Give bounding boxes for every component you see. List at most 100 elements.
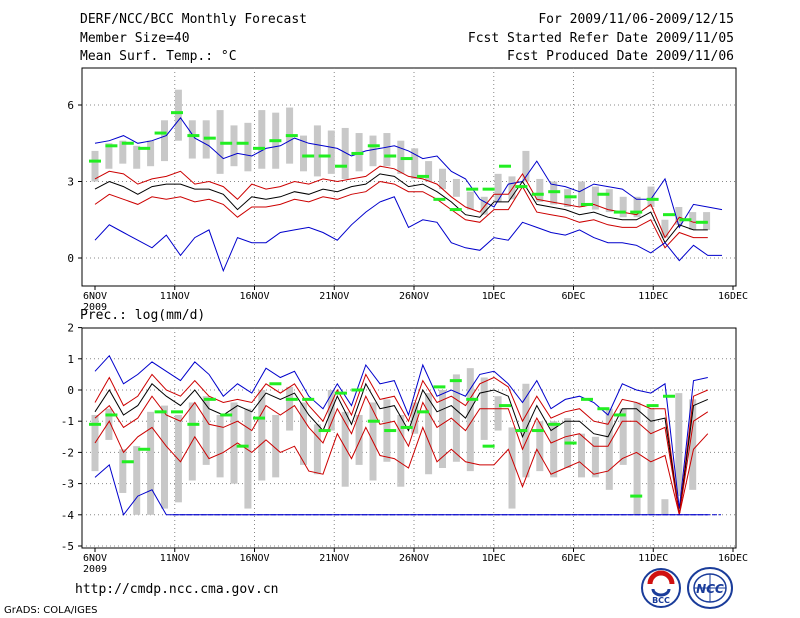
spread-bar xyxy=(244,122,252,172)
spread-bar xyxy=(147,140,155,167)
spread-bar xyxy=(452,374,460,462)
x-tick-label: 11NOV xyxy=(160,553,190,564)
y-tick-label: 0 xyxy=(67,384,74,397)
x-year-label: 2009 xyxy=(83,302,107,313)
spread-bar xyxy=(202,396,210,465)
series-mean xyxy=(94,382,708,515)
x-tick-label: 21NOV xyxy=(319,553,349,564)
x-tick-label: 21NOV xyxy=(319,291,349,302)
x-tick-label: 16DEC xyxy=(718,291,748,302)
spread-bar xyxy=(425,393,433,475)
svg-text:NCC: NCC xyxy=(696,582,724,596)
spread-bar xyxy=(272,414,280,478)
spread-bar xyxy=(661,219,669,238)
spread-bar xyxy=(383,133,391,167)
produced-date: Fcst Produced Date 2009/11/06 xyxy=(507,49,734,64)
x-tick-label: 1DEC xyxy=(482,553,506,564)
y-tick-label: -5 xyxy=(61,540,74,553)
x-tick-label: 11DEC xyxy=(638,553,668,564)
chart-title: DERF/NCC/BCC Monthly Forecast xyxy=(80,12,307,27)
y-tick-label: 3 xyxy=(67,176,74,189)
x-tick-label: 6DEC xyxy=(561,553,585,564)
spread-bar xyxy=(619,408,627,465)
spread-bar xyxy=(244,408,252,509)
x-tick-label: 16NOV xyxy=(239,291,269,302)
footer-url[interactable]: http://cmdp.ncc.cma.gov.cn xyxy=(75,582,279,597)
spread-bar xyxy=(578,433,585,478)
panel-title: Prec.: log(mm/d) xyxy=(80,308,205,323)
spread-bar xyxy=(216,414,224,478)
spread-bar xyxy=(161,405,168,509)
spread-bar xyxy=(341,411,349,487)
spread-bar xyxy=(230,402,238,484)
spread-bar xyxy=(411,402,419,434)
x-tick-label: 16DEC xyxy=(718,553,748,564)
spread-bar xyxy=(578,181,585,207)
series-spread_lower2 xyxy=(94,420,709,515)
series-max xyxy=(94,354,708,509)
y-tick-label: -1 xyxy=(61,415,74,428)
x-tick-label: 26NOV xyxy=(399,553,429,564)
spread-bar xyxy=(133,145,141,169)
plot-frame xyxy=(81,67,737,287)
spread-bar xyxy=(508,427,516,509)
spread-bar xyxy=(425,161,433,182)
x-tick-label: 16NOV xyxy=(239,553,269,564)
grads-credit: GrADS: COLA/IGES xyxy=(4,605,98,616)
spread-bar xyxy=(91,150,99,182)
series-mean xyxy=(94,173,708,244)
spread-bar xyxy=(313,424,321,475)
series-min xyxy=(94,196,722,273)
spread-bar xyxy=(675,207,683,225)
spread-bar xyxy=(300,135,307,172)
panel-precipitation: 6NOV 11NOV 16NOV 21NOV 26NOV 1DEC 6DEC 11DEC 16D… xyxy=(61,308,748,575)
panel-temperature: 6NOV 11NOV 16NOV 21NOV 26NOV 1DEC 6DEC 11DEC 16D… xyxy=(67,67,748,313)
spread-bar xyxy=(466,368,474,472)
spread-bar xyxy=(536,421,544,472)
x-tick-label: 6NOV xyxy=(83,553,107,564)
series-spread_lower xyxy=(94,180,708,249)
series-spread_upper xyxy=(94,165,708,239)
series-max xyxy=(94,116,723,229)
forecast-period: For 2009/11/06-2009/12/15 xyxy=(538,12,734,27)
spread-bar xyxy=(661,499,669,515)
plot-frame xyxy=(81,327,737,549)
x-tick-label: 11DEC xyxy=(638,291,668,302)
spread-bar xyxy=(397,414,405,487)
spread-bar xyxy=(689,399,697,490)
spread-bar xyxy=(355,414,363,465)
spread-bar xyxy=(522,150,530,182)
spread-bar xyxy=(508,176,516,200)
spread-bar xyxy=(480,196,488,215)
bcc-logo: BCC xyxy=(641,568,681,608)
x-tick-label: 1DEC xyxy=(482,291,506,302)
y-tick-label: -2 xyxy=(61,446,74,459)
spread-bar xyxy=(550,421,558,478)
spread-bar xyxy=(605,408,613,490)
spread-bar xyxy=(327,130,335,174)
x-tick-label: 6DEC xyxy=(561,291,585,302)
start-date: Fcst Started Refer Date 2009/11/05 xyxy=(467,31,734,46)
spread-bar xyxy=(591,186,599,210)
y-tick-label: -3 xyxy=(61,478,74,491)
svg-text:BCC: BCC xyxy=(652,596,670,605)
spread-bar xyxy=(591,436,599,478)
spread-bar xyxy=(161,120,168,162)
variable-label: Mean Surf. Temp.: °C xyxy=(80,49,237,64)
series-spread_upper xyxy=(94,373,708,515)
spread-bar xyxy=(174,414,182,503)
spread-bar xyxy=(452,178,460,197)
spread-bar xyxy=(494,396,502,431)
spread-bar xyxy=(105,143,113,169)
spread-bar xyxy=(258,110,266,169)
spread-bar xyxy=(91,414,99,472)
spread-bar xyxy=(633,402,641,515)
y-tick-label: 2 xyxy=(67,322,74,335)
spread-bar xyxy=(230,125,238,167)
member-size: Member Size=40 xyxy=(80,31,190,46)
spread-bar xyxy=(258,390,266,481)
ncc-logo: NCC xyxy=(687,567,733,609)
spread-bar xyxy=(300,402,307,465)
x-tick-label: 11NOV xyxy=(160,291,190,302)
